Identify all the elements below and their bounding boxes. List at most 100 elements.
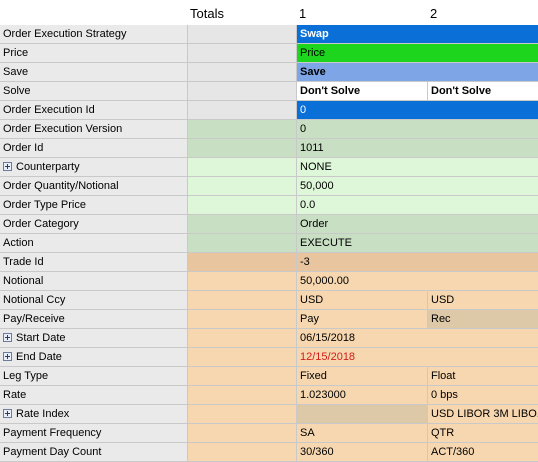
row-order-execution-id: Order Execution Id 0	[0, 101, 538, 120]
totals-cell	[188, 329, 297, 347]
expand-plus-icon[interactable]	[3, 333, 12, 342]
start-date-field[interactable]: 06/15/2018	[297, 329, 538, 347]
row-rate-index: Rate Index USD LIBOR 3M LIBO...	[0, 405, 538, 424]
row-label-cell: Counterparty	[0, 158, 188, 176]
row-label: Order Type Price	[0, 196, 188, 214]
leg-type-leg-1[interactable]: Fixed	[297, 367, 428, 385]
row-label: Solve	[0, 82, 188, 100]
row-order-type-price: Order Type Price 0.0	[0, 196, 538, 215]
payment-frequency-leg-2[interactable]: QTR	[428, 424, 538, 442]
totals-cell	[188, 63, 297, 81]
row-end-date: End Date 12/15/2018	[0, 348, 538, 367]
row-order-category: Order Category Order	[0, 215, 538, 234]
save-button[interactable]: Save	[297, 63, 538, 81]
row-label: Pay/Receive	[0, 310, 188, 328]
totals-cell	[188, 424, 297, 442]
solve-leg-2-button[interactable]: Don't Solve	[428, 82, 538, 100]
counterparty-field[interactable]: NONE	[297, 158, 538, 176]
row-label: Notional	[0, 272, 188, 290]
row-label: Order Quantity/Notional	[0, 177, 188, 195]
header-totals: Totals	[190, 6, 224, 21]
rate-leg-2[interactable]: 0 bps	[428, 386, 538, 404]
trade-id-value: -3	[297, 253, 538, 271]
row-save: Save Save	[0, 63, 538, 82]
row-notional: Notional 50,000.00	[0, 272, 538, 291]
order-type-price-field[interactable]: 0.0	[297, 196, 538, 214]
row-leg-type: Leg Type Fixed Float	[0, 367, 538, 386]
order-execution-id-field[interactable]: 0	[297, 101, 538, 119]
row-label: Trade Id	[0, 253, 188, 271]
solve-leg-1-button[interactable]: Don't Solve	[297, 82, 428, 100]
row-label: Rate Index	[16, 408, 70, 420]
row-order-quantity-notional: Order Quantity/Notional 50,000	[0, 177, 538, 196]
strategy-swap-button[interactable]: Swap	[297, 25, 538, 43]
row-label: Order Execution Strategy	[0, 25, 188, 43]
expand-plus-icon[interactable]	[3, 162, 12, 171]
row-action: Action EXECUTE	[0, 234, 538, 253]
row-label-cell: Rate Index	[0, 405, 188, 423]
totals-cell	[188, 120, 297, 138]
pay-receive-leg-2: Rec	[428, 310, 538, 328]
notional-ccy-leg-2[interactable]: USD	[428, 291, 538, 309]
payment-day-count-leg-1[interactable]: 30/360	[297, 443, 428, 461]
row-label: Order Category	[0, 215, 188, 233]
row-label: Save	[0, 63, 188, 81]
notional-ccy-leg-1[interactable]: USD	[297, 291, 428, 309]
payment-frequency-leg-1[interactable]: SA	[297, 424, 428, 442]
row-start-date: Start Date 06/15/2018	[0, 329, 538, 348]
row-label: End Date	[16, 351, 62, 363]
row-pay-receive: Pay/Receive Pay Rec	[0, 310, 538, 329]
expand-plus-icon[interactable]	[3, 409, 12, 418]
totals-cell	[188, 196, 297, 214]
order-execution-version-value: 0	[297, 120, 538, 138]
header-leg-1: 1	[299, 6, 307, 21]
row-label: Payment Frequency	[0, 424, 188, 442]
row-label: Notional Ccy	[0, 291, 188, 309]
totals-cell	[188, 82, 297, 100]
grid-header: Totals 1 2	[0, 0, 538, 25]
totals-cell	[188, 234, 297, 252]
totals-cell	[188, 253, 297, 271]
row-price: Price Price	[0, 44, 538, 63]
order-quantity-field[interactable]: 50,000	[297, 177, 538, 195]
totals-cell	[188, 386, 297, 404]
rate-leg-1[interactable]: 1.023000	[297, 386, 428, 404]
totals-cell	[188, 25, 297, 43]
totals-cell	[188, 177, 297, 195]
row-order-execution-version: Order Execution Version 0	[0, 120, 538, 139]
row-order-id: Order Id 1011	[0, 139, 538, 158]
payment-day-count-leg-2[interactable]: ACT/360	[428, 443, 538, 461]
totals-cell	[188, 272, 297, 290]
rate-index-leg-1	[297, 405, 428, 423]
row-label: Counterparty	[16, 161, 80, 173]
totals-cell	[188, 443, 297, 461]
price-button[interactable]: Price	[297, 44, 538, 62]
row-payment-frequency: Payment Frequency SA QTR	[0, 424, 538, 443]
totals-cell	[188, 158, 297, 176]
row-label: Order Id	[0, 139, 188, 157]
rate-index-leg-2[interactable]: USD LIBOR 3M LIBO...	[428, 405, 538, 423]
row-counterparty: Counterparty NONE	[0, 158, 538, 177]
totals-cell	[188, 291, 297, 309]
pay-receive-leg-1[interactable]: Pay	[297, 310, 428, 328]
end-date-field[interactable]: 12/15/2018	[297, 348, 538, 366]
notional-field[interactable]: 50,000.00	[297, 272, 538, 290]
totals-cell	[188, 44, 297, 62]
order-id-value: 1011	[297, 139, 538, 157]
row-label: Start Date	[16, 332, 66, 344]
row-solve: Solve Don't Solve Don't Solve	[0, 82, 538, 101]
leg-type-leg-2[interactable]: Float	[428, 367, 538, 385]
row-order-execution-strategy: Order Execution Strategy Swap	[0, 25, 538, 44]
row-label: Payment Day Count	[0, 443, 188, 461]
row-label: Price	[0, 44, 188, 62]
action-value: EXECUTE	[297, 234, 538, 252]
totals-cell	[188, 139, 297, 157]
expand-plus-icon[interactable]	[3, 352, 12, 361]
row-label: Order Execution Version	[0, 120, 188, 138]
row-label-cell: End Date	[0, 348, 188, 366]
row-trade-id: Trade Id -3	[0, 253, 538, 272]
row-label: Order Execution Id	[0, 101, 188, 119]
row-label: Rate	[0, 386, 188, 404]
order-category-value: Order	[297, 215, 538, 233]
